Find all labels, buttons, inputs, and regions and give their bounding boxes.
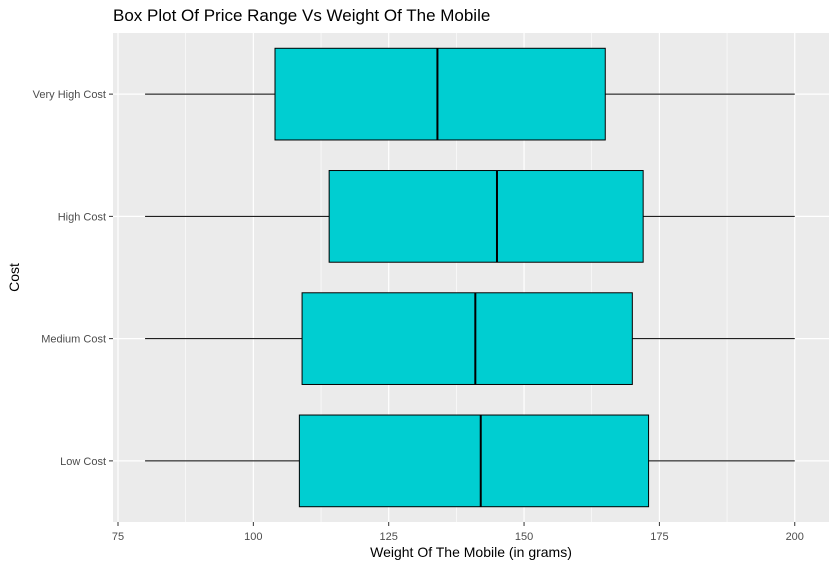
box-iqr [328,170,644,263]
boxes-layer [145,47,795,508]
box-iqr [274,47,606,141]
axis-ticks: 75 100 125 150 175 200 Low Cost Medium Cost High… [33,89,804,543]
box-high-cost [145,170,795,263]
y-tick-label: Very High Cost [33,89,106,101]
chart-title: Box Plot Of Price Range Vs Weight Of The… [113,6,491,25]
y-tick-label: High Cost [58,211,106,223]
x-tick-label: 125 [380,531,398,543]
x-tick-label: 175 [650,531,668,543]
box-very-high-cost [145,47,795,141]
box-low-cost [145,414,795,508]
y-axis-title: Cost [6,263,22,292]
x-tick-label: 100 [244,531,262,543]
y-tick-label: Low Cost [60,456,106,468]
y-tick-label: Medium Cost [41,334,106,346]
x-axis-title: Weight Of The Mobile (in grams) [370,544,572,560]
x-tick-label: 150 [515,531,533,543]
x-tick-label: 200 [786,531,804,543]
x-tick-label: 75 [112,531,124,543]
box-iqr [301,292,633,385]
box-iqr [298,414,650,508]
box-medium-cost [145,292,795,385]
